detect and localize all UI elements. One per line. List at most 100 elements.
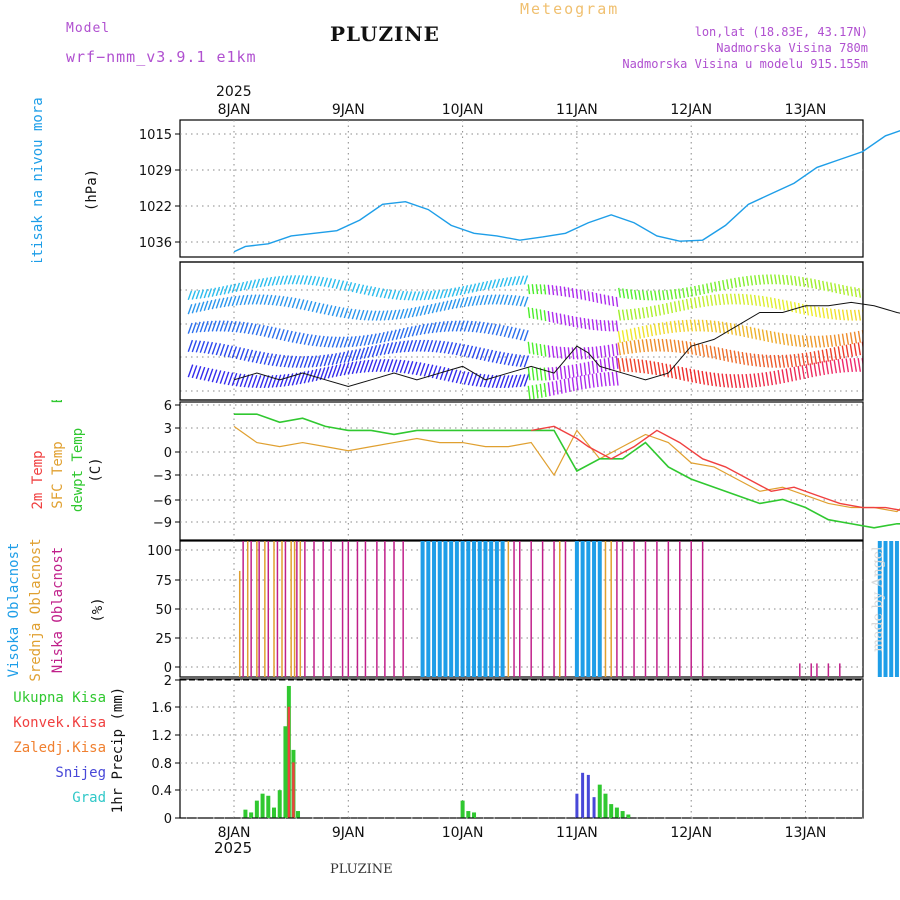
wind-barb [547, 367, 551, 381]
wind-barb [615, 343, 619, 356]
wind-barb [689, 341, 694, 355]
wind-barb [255, 324, 261, 336]
wind-barb [741, 293, 746, 305]
wind-barb [531, 367, 535, 381]
wind-barb [391, 290, 397, 300]
wind-barb [571, 288, 575, 299]
wind-barb [615, 371, 619, 386]
total-precip-bar [260, 793, 265, 818]
wind-barb [323, 304, 329, 315]
total-precip-bar [249, 812, 254, 818]
wind-barb [778, 274, 782, 285]
wind-barb [633, 340, 638, 353]
wind-barb [415, 291, 421, 301]
wind-barb [761, 354, 766, 368]
wind-barb [391, 341, 398, 354]
wind-barb [677, 366, 682, 380]
y-tick-label: 0 [164, 661, 172, 676]
mid-cloud-bar [604, 541, 607, 677]
wind-barb [215, 286, 221, 297]
wind-barb [267, 353, 274, 366]
wind-barb [790, 275, 794, 286]
wind-barb [307, 334, 313, 346]
wind-barb [299, 299, 305, 310]
total-precip-bar [597, 784, 602, 818]
wind-barb [263, 352, 270, 365]
wind-barb [774, 274, 778, 285]
wind-barb [371, 286, 377, 297]
wind-barb [439, 367, 446, 380]
wind-barb [657, 338, 662, 352]
wind-barb [806, 277, 810, 288]
wind-barb [483, 294, 489, 305]
wind-barb [283, 329, 289, 342]
sfc-temp-line [233, 425, 900, 513]
wind-barb [267, 294, 273, 306]
wind-barb [555, 346, 559, 359]
wind-barb [685, 298, 690, 310]
wind-barb [319, 276, 325, 287]
x-tick-label-bottom: 10JAN [442, 825, 484, 841]
wind-barb [653, 338, 658, 352]
panel-frame [179, 119, 864, 258]
wind-barb [199, 366, 206, 380]
wind-barb [363, 334, 369, 346]
wind-barb [491, 350, 498, 363]
total-precip-bar [626, 814, 631, 818]
wind-mask-right [863, 262, 900, 400]
wind-barb [503, 294, 509, 305]
wind-barb [757, 295, 762, 307]
wind-barb [673, 320, 678, 333]
wind-barb [471, 321, 477, 333]
wind-barb [307, 275, 313, 286]
wind-barb [543, 344, 547, 357]
high-cloud-bar [889, 541, 894, 677]
wind-barb [315, 302, 321, 313]
wind-barb [543, 367, 547, 381]
mid-cloud-bar [299, 541, 302, 677]
wind-speed-line [233, 301, 900, 388]
wind-barb [717, 294, 722, 306]
wind-barb [607, 357, 611, 371]
wind-barb [375, 359, 382, 373]
wind-barb [499, 294, 505, 305]
wind-barb [773, 297, 778, 309]
wind-barb [641, 325, 646, 338]
wind-barb [411, 325, 417, 337]
high-cloud-bar [500, 541, 505, 677]
wind-barb [295, 298, 301, 309]
wind-barb [447, 299, 453, 311]
wind-barb [673, 339, 678, 353]
wind-barb [669, 364, 674, 379]
wind-barb [637, 307, 642, 319]
wind-barb [423, 304, 429, 316]
wind-barb [251, 323, 257, 335]
wind-barb [523, 275, 529, 285]
wind-barb [591, 346, 595, 359]
wind-barb [527, 341, 531, 354]
wind-barb [223, 320, 229, 332]
wind-barb [817, 306, 822, 318]
wind-barb [447, 288, 453, 298]
wind-barb [829, 308, 834, 320]
wind-barb [235, 373, 242, 387]
wind-barb [499, 277, 505, 288]
wind-barb [459, 371, 466, 385]
wind-barb [243, 374, 250, 388]
pressure-axis-title: Pritisak na nivou mora [30, 97, 46, 282]
wind-barb [283, 373, 290, 387]
low-cloud-bar [519, 541, 521, 677]
high-cloud-bar [437, 541, 442, 677]
panel-1: 051015 [155, 261, 864, 401]
wind-barb [247, 349, 254, 362]
y-tick-label: 1036 [139, 236, 172, 251]
wind-barb [825, 360, 830, 375]
wind-barb [359, 347, 366, 360]
wind-barb [718, 280, 722, 291]
wind-barb [423, 339, 430, 352]
high-cloud-bar [472, 541, 477, 677]
mid-cloud-bar [610, 541, 612, 677]
wind-barb [519, 275, 525, 285]
wind-barb [407, 340, 414, 353]
wind-barb [527, 284, 531, 295]
